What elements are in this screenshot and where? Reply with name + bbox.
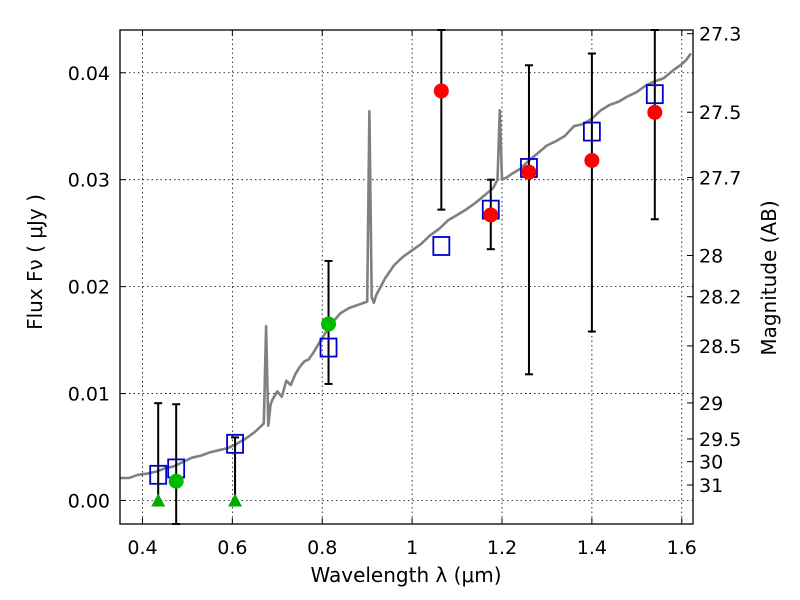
y2-axis-label: Magnitude (AB)	[757, 200, 781, 355]
y2-tick-label: 29.5	[699, 429, 741, 451]
y2-tick-label: 28	[699, 246, 723, 268]
y2-tick-label: 27.7	[699, 168, 741, 190]
upper-limit-triangle	[228, 493, 243, 507]
detection-point	[584, 152, 600, 168]
y2-tick-label: 28.2	[699, 287, 741, 309]
y-tick-label: 0.02	[68, 277, 110, 299]
y2-tick-label: 27.3	[699, 24, 741, 46]
model-photometry-square	[432, 236, 451, 256]
y2-tick-label: 28.5	[699, 336, 741, 358]
detection-point	[647, 104, 663, 120]
detection-point	[433, 83, 449, 99]
x-tick-label: 1.2	[487, 537, 517, 559]
y2-tick-label: 30	[699, 452, 723, 474]
weak-detection-point	[168, 473, 184, 489]
y2-tick-label: 31	[699, 475, 723, 497]
model-sed-line	[120, 52, 692, 480]
grid-layer	[120, 30, 693, 524]
x-tick-label: 1	[406, 537, 418, 559]
detection-point	[521, 164, 537, 180]
x-tick-label: 1.6	[667, 537, 697, 559]
model-photometry-square	[226, 433, 244, 454]
x-axis-label: Wavelength λ (μm)	[310, 563, 501, 587]
y-tick-label: 0.04	[68, 63, 110, 85]
y-tick-label: 0.03	[68, 170, 110, 192]
tick-layer: 0.4 0.6 0.8 1 1.2 1.4 1.6 0.00 0.01 0.02 0.03 0.04 2…	[68, 24, 742, 559]
y-tick-label: 0.01	[68, 384, 110, 406]
y-tick-label: 0.00	[68, 490, 110, 512]
series-layer	[120, 29, 692, 525]
upper-limit-triangle	[151, 493, 166, 507]
model-photometry-square	[645, 84, 664, 105]
y-axis-label: Flux Fν ( μJy )	[23, 194, 47, 330]
y2-tick-label: 27.5	[699, 102, 741, 124]
y2-tick-label: 29	[699, 393, 723, 415]
model-photometry-square	[319, 337, 338, 358]
x-tick-label: 0.4	[127, 537, 157, 559]
detection-point	[483, 207, 499, 223]
model-photometry-square	[582, 121, 601, 142]
x-tick-label: 1.4	[577, 537, 607, 559]
x-tick-label: 0.8	[307, 537, 337, 559]
weak-detection-point	[321, 316, 337, 332]
x-tick-label: 0.6	[217, 537, 247, 559]
plot-frame	[119, 29, 694, 525]
model-photometry-square	[149, 464, 168, 485]
